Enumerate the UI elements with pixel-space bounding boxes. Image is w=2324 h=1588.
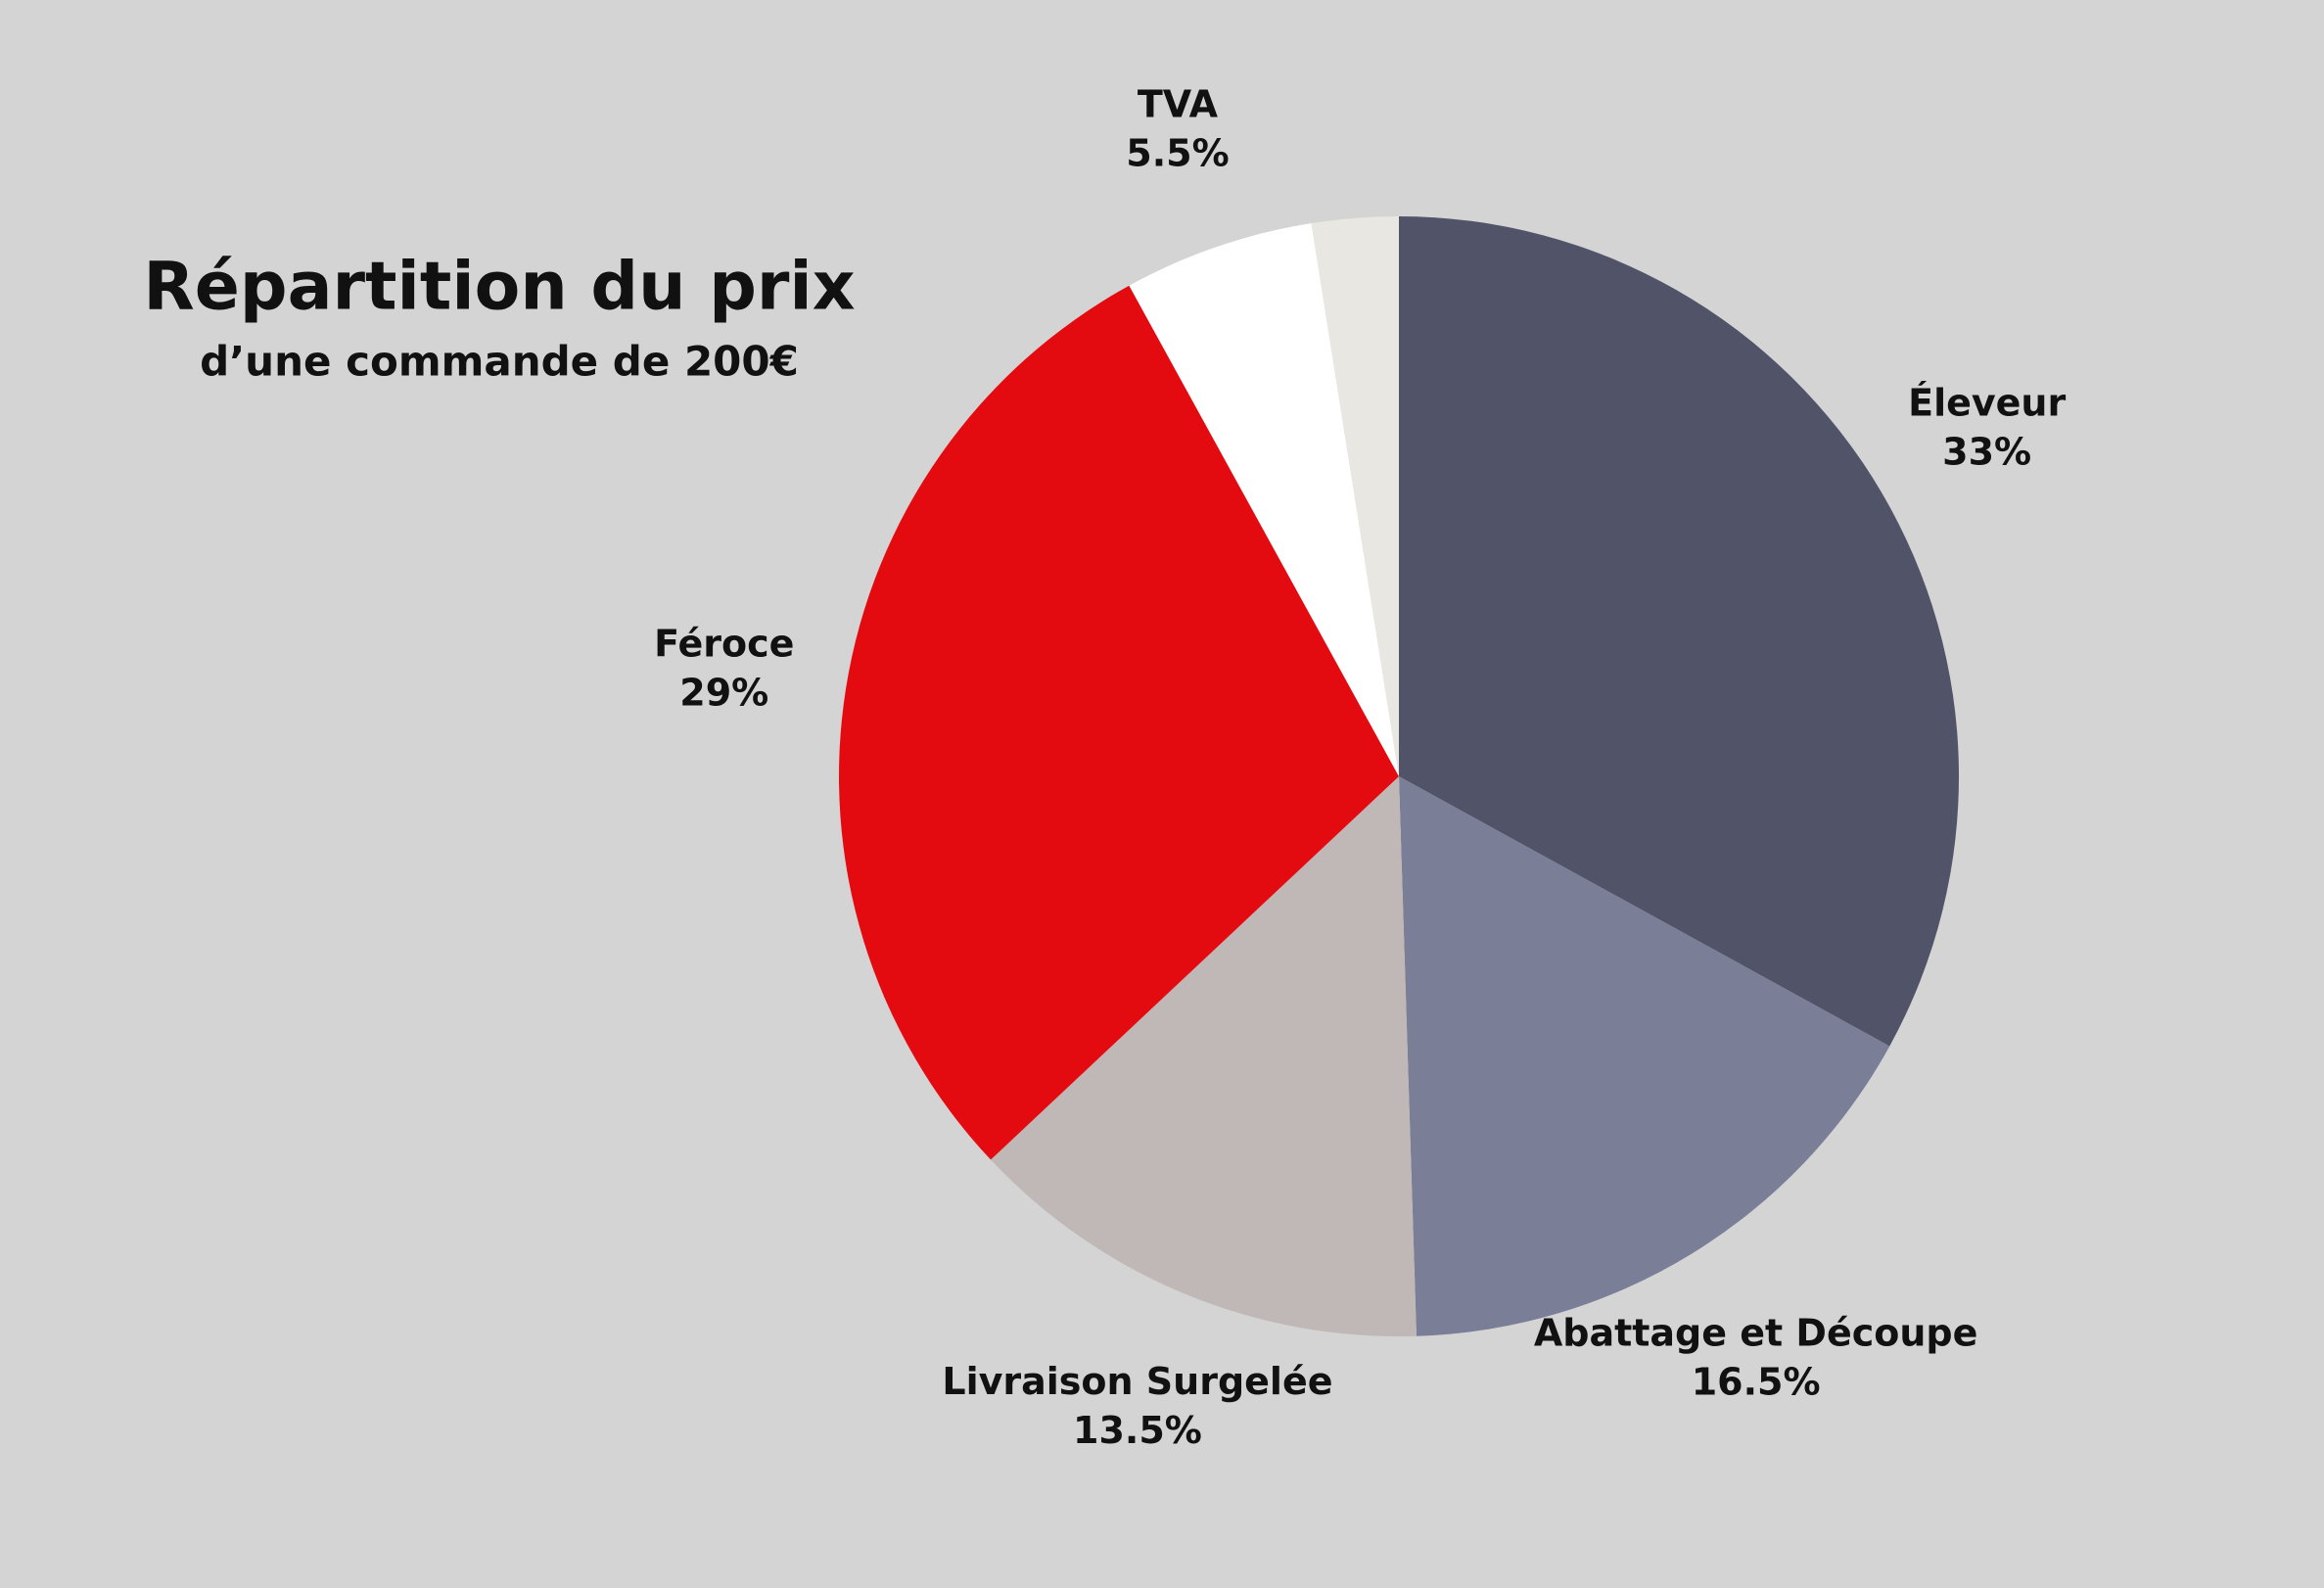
pie-slice [1399,216,1959,1047]
slice-value-label: 29% [679,671,768,714]
slice-value-label: 13.5% [1073,1409,1202,1452]
pie-slice [1311,216,1399,776]
pie-slice [991,776,1417,1336]
slice-label: Livraison Surgelée [942,1360,1332,1403]
slice-value-label: 33% [1942,430,2031,473]
slice-value-label: 5.5% [1126,131,1229,174]
slice-value-label: 16.5% [1692,1361,1821,1404]
slice-label: Éleveur [1908,381,2066,424]
pie-slice [1399,776,1890,1336]
chart-subtitle: d’une commande de 200€ [200,338,799,386]
pie-slice [839,285,1399,1160]
slice-label: TVA [1138,82,1219,125]
slice-label: Abattage et Découpe [1534,1312,1978,1355]
chart-title: Répartition du prix [143,249,855,326]
pie-slice [1129,223,1399,777]
slice-label: Féroce [654,622,794,665]
